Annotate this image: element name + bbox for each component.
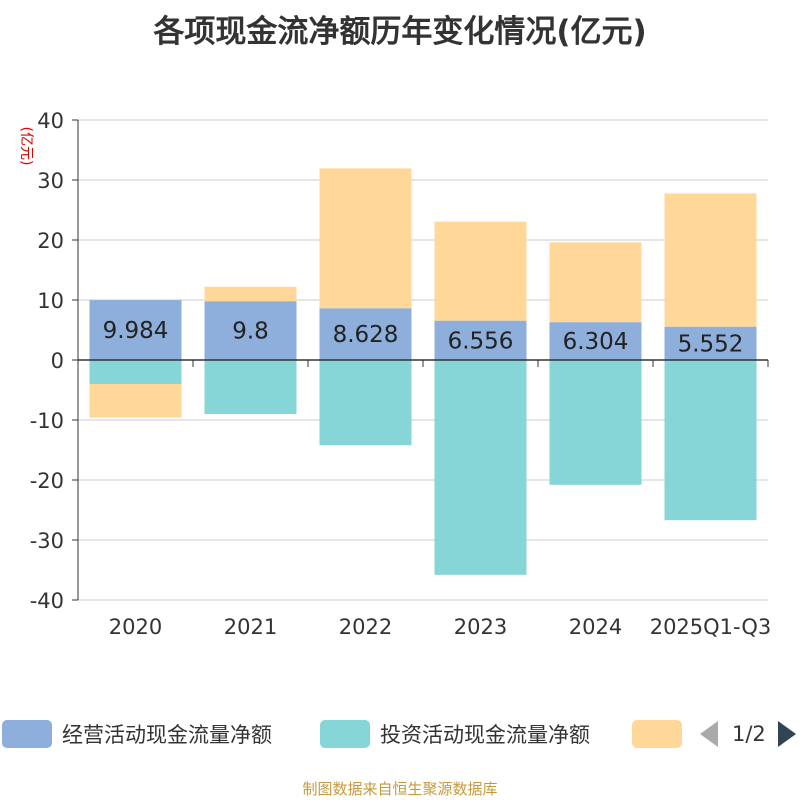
bar-2024-s1 <box>549 360 642 485</box>
bar-2020-s2 <box>89 384 182 418</box>
bar-2024-s0 <box>549 322 642 360</box>
x-tick-label: 2023 <box>454 615 507 639</box>
bar-2021-s1 <box>204 360 297 414</box>
x-tick-label: 2022 <box>339 615 392 639</box>
bar-2025Q1-Q3-s1 <box>664 360 757 521</box>
bar-2025Q1-Q3-s2 <box>664 193 757 327</box>
data-label: 9.8 <box>232 319 269 345</box>
chart-canvas: 9.984 9.8 8.628 6.556 6.304 5.552 -40 -30 -20 -1… <box>18 109 772 639</box>
x-tick-label: 2020 <box>109 615 162 639</box>
pager-prev-icon[interactable] <box>700 721 718 747</box>
legend-swatch-investing <box>320 720 370 748</box>
bar-2024-s2 <box>549 242 642 323</box>
y-tick-label: 40 <box>37 109 64 133</box>
bar-2022-s1 <box>319 360 412 446</box>
data-label: 5.552 <box>678 331 744 357</box>
bar-2023-s2 <box>434 221 527 321</box>
bar-2021-s2 <box>204 286 297 302</box>
y-tick-label: -30 <box>30 529 64 553</box>
pager-next-icon[interactable] <box>777 721 796 747</box>
chart-title: 各项现金流净额历年变化情况(亿元) <box>153 14 647 50</box>
source-note: 制图数据来自恒生聚源数据库 <box>302 780 498 798</box>
y-tick-label: -40 <box>30 589 64 613</box>
legend-item-investing[interactable]: 投资活动现金流量净额 <box>320 716 590 752</box>
legend-item-financing[interactable] <box>632 716 692 752</box>
grid-layer <box>78 119 768 601</box>
x-tick-label: 2021 <box>224 615 277 639</box>
y-tick-label: -10 <box>30 409 64 433</box>
legend: 经营活动现金流量净额 投资活动现金流量净额 <box>0 716 800 752</box>
bar-2025Q1-Q3-s0 <box>664 326 757 360</box>
legend-label-operating: 经营活动现金流量净额 <box>62 723 272 747</box>
bar-2023-s0 <box>434 320 527 360</box>
legend-swatch-financing <box>632 720 682 748</box>
legend-swatch-operating <box>2 720 52 748</box>
legend-label-investing: 投资活动现金流量净额 <box>380 723 590 747</box>
y-tick-label: 20 <box>37 229 64 253</box>
y-tick-label: 10 <box>37 289 64 313</box>
bars-layer: 9.984 9.8 8.628 6.556 6.304 5.552 <box>89 168 757 575</box>
data-label: 6.304 <box>563 329 629 355</box>
bar-2022-s2 <box>319 168 412 309</box>
data-label: 9.984 <box>103 318 169 344</box>
bar-2020-s1 <box>89 360 182 384</box>
x-tick-label: 2025Q1-Q3 <box>650 615 772 639</box>
y-tick-label: -20 <box>30 469 64 493</box>
legend-pager: 1/2 <box>700 716 796 752</box>
y-tick-label: 30 <box>37 169 64 193</box>
bar-2020-s0 <box>89 300 182 360</box>
y-axis-label: (亿元) <box>18 127 34 166</box>
y-tick-label: 0 <box>51 349 64 373</box>
axis-layer: -40 -30 -20 -10 0 10 20 30 40 2020 2021 2022 2023 202… <box>30 109 772 639</box>
bar-2021-s0 <box>204 301 297 360</box>
x-tick-label: 2024 <box>569 615 622 639</box>
pager-text: 1/2 <box>732 722 766 746</box>
bar-2022-s0 <box>319 308 412 360</box>
data-label: 8.628 <box>333 322 399 348</box>
data-label: 6.556 <box>448 328 514 354</box>
bar-2023-s1 <box>434 360 527 575</box>
legend-item-operating[interactable]: 经营活动现金流量净额 <box>2 716 272 752</box>
